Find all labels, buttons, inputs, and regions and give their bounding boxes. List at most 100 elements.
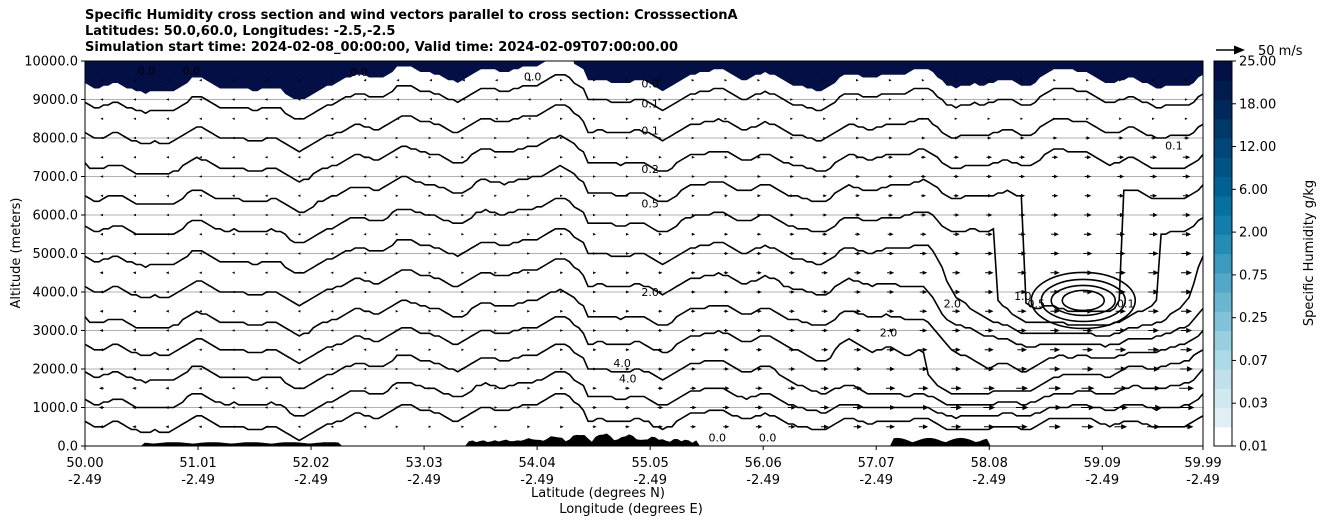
wind-vector — [560, 213, 563, 217]
wind-vector — [165, 290, 169, 294]
wind-vector — [1152, 79, 1155, 82]
wind-vector — [823, 328, 828, 333]
wind-vector — [626, 405, 631, 410]
wind-vector — [823, 79, 826, 82]
contour-label: 0.1 — [641, 97, 659, 110]
wind-vector — [165, 367, 169, 371]
wind-vector — [264, 136, 268, 140]
wind-vector — [1054, 289, 1060, 295]
wind-vector — [527, 310, 530, 313]
wind-vector — [363, 310, 367, 313]
wind-vector — [264, 387, 268, 390]
wind-vector — [1152, 98, 1155, 101]
wind-vector — [955, 289, 961, 295]
wind-vector — [527, 406, 531, 409]
wind-vector — [166, 175, 169, 178]
x-tick-label-lat: 54.04 — [519, 456, 556, 471]
wind-vector — [790, 347, 796, 352]
wind-vector — [856, 136, 860, 140]
wind-vector — [691, 175, 695, 178]
contour-label: 2.0 — [944, 298, 962, 311]
wind-vector — [1054, 347, 1061, 353]
wind-vector — [1185, 212, 1191, 218]
wind-vector — [955, 328, 961, 333]
wind-vector — [199, 213, 202, 217]
wind-vector — [856, 366, 862, 372]
wind-vector — [297, 252, 301, 255]
wind-vector — [428, 271, 432, 274]
wind-vector — [461, 329, 465, 332]
wind-vector — [955, 424, 962, 430]
wind-vector — [1020, 98, 1024, 101]
wind-vector — [527, 98, 531, 101]
wind-vector — [1187, 366, 1193, 372]
wind-vector — [395, 348, 399, 351]
colorbar-segment — [1214, 272, 1232, 293]
wind-vector — [626, 329, 630, 332]
wind-vector — [527, 213, 530, 217]
colorbar-tick-label: 0.25 — [1239, 311, 1268, 326]
wind-vector — [330, 233, 334, 236]
wind-vector — [1054, 174, 1059, 179]
wind-vector — [461, 406, 465, 409]
wind-vector — [1020, 136, 1025, 140]
wind-vector — [461, 194, 465, 197]
wind-vector — [166, 136, 169, 140]
wind-vector — [264, 252, 268, 255]
wind-vector — [955, 136, 959, 140]
wind-vector — [856, 347, 862, 352]
y-tick-label: 4000.0 — [33, 286, 79, 301]
wind-vector — [461, 367, 465, 371]
wind-vector — [1186, 270, 1193, 276]
x-tick-label-lat: 59.09 — [1084, 456, 1121, 471]
wind-vector — [429, 79, 432, 82]
wind-vector — [890, 385, 896, 391]
wind-vector — [494, 387, 498, 390]
wind-vector — [428, 425, 432, 428]
wind-vector — [956, 385, 962, 391]
wind-vector — [1021, 251, 1027, 256]
wind-vector — [724, 98, 728, 101]
colorbar-segment — [1214, 388, 1232, 409]
wind-vector — [1055, 385, 1062, 391]
wind-vector — [132, 271, 136, 275]
wind-vector — [955, 213, 960, 217]
wind-vector — [461, 348, 465, 351]
contour-label: 0.5 — [641, 197, 659, 210]
wind-vector — [99, 348, 103, 352]
wind-vector — [198, 367, 202, 371]
wind-vector — [757, 251, 762, 256]
wind-vector — [363, 156, 367, 159]
wind-vector — [988, 424, 995, 430]
wind-vector — [462, 79, 465, 82]
wind-vector — [1186, 327, 1193, 334]
wind-vector — [330, 271, 334, 274]
wind-vector — [724, 136, 728, 140]
y-axis-label: Altitude (meters) — [9, 198, 24, 309]
wind-vector — [1021, 309, 1027, 314]
x-tick-label-lat: 50.00 — [66, 456, 103, 471]
wind-vector — [395, 194, 399, 197]
wind-vector — [1152, 155, 1158, 160]
wind-vector — [1021, 174, 1026, 179]
wind-vector — [889, 213, 894, 217]
colorbar-segment — [1214, 369, 1232, 389]
wind-vector — [691, 79, 695, 82]
wind-vector — [461, 252, 465, 255]
contour-label: 0.0 — [138, 65, 156, 78]
wind-vector — [461, 387, 465, 390]
wind-vector — [922, 174, 926, 179]
wind-vector — [758, 367, 763, 371]
wind-vector — [560, 367, 564, 371]
quiver-key-arrowhead — [1234, 45, 1245, 55]
wind-vector — [132, 405, 136, 410]
wind-vector — [757, 309, 762, 313]
wind-vector — [823, 213, 828, 217]
y-tick-label: 3000.0 — [33, 324, 79, 339]
wind-vector — [790, 290, 795, 294]
wind-vector — [790, 155, 794, 159]
wind-vector — [692, 386, 697, 391]
wind-vector — [462, 117, 465, 120]
wind-vector — [494, 310, 497, 313]
contour-label: 0.5 — [1028, 298, 1046, 311]
